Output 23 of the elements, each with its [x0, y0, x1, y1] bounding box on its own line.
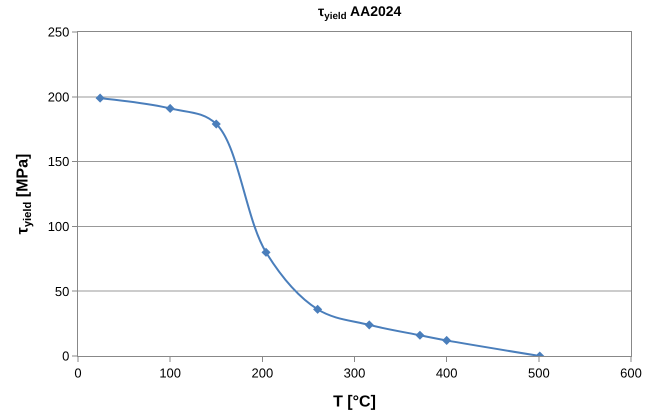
point [442, 336, 452, 345]
x-tick-label: 200 [251, 366, 274, 381]
x-tick-label: 600 [620, 366, 642, 381]
point [313, 304, 322, 314]
x-tick-label: 100 [159, 366, 182, 381]
y-tick-label: 250 [48, 24, 70, 40]
point [166, 104, 175, 114]
chart-title: τ$_{yield}$ AA2024 [318, 3, 402, 22]
y-tick-label: 50 [54, 284, 70, 299]
point [96, 94, 105, 103]
x-tick-label: 0 [74, 366, 82, 381]
point [364, 320, 374, 330]
x-axis-title: T [°C] [333, 393, 376, 410]
point [415, 330, 424, 340]
y-tick-label: 100 [48, 218, 70, 234]
x-tick-label: 400 [436, 366, 458, 381]
x-tick-label: 300 [344, 366, 366, 381]
y-tick-label: 0 [62, 348, 70, 364]
point [261, 248, 271, 257]
y-tick-label: 150 [48, 154, 70, 170]
point [212, 119, 221, 129]
y-tick-label: 200 [48, 89, 70, 104]
x-tick-label: 500 [528, 366, 550, 381]
